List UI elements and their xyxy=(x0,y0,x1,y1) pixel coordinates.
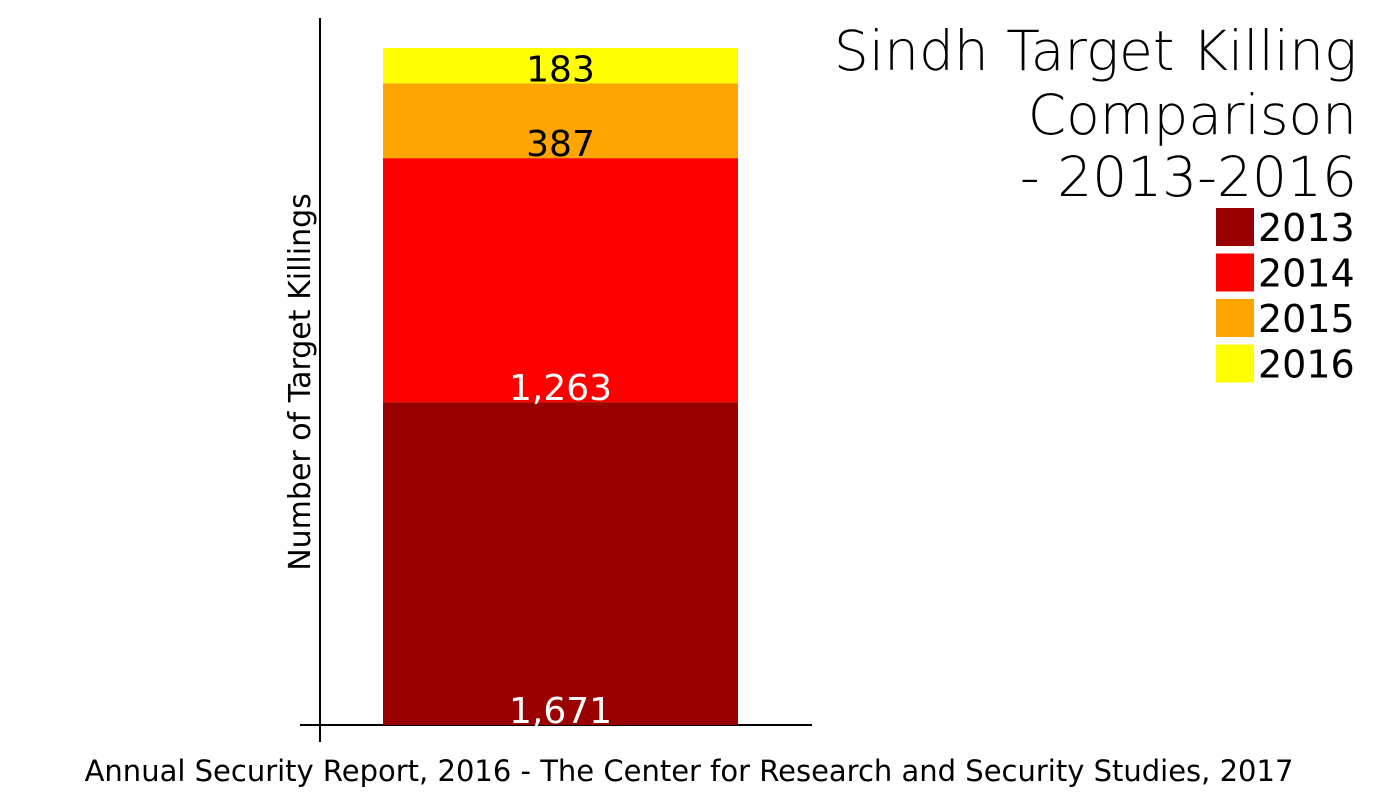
bar-value-labels: 1,671 1,263 387 183 xyxy=(509,49,612,732)
bar-value-label-2015: 387 xyxy=(526,124,595,165)
legend-label-2014: 2014 xyxy=(1258,252,1355,296)
bar-segments xyxy=(383,48,738,725)
bar-value-label-2016: 183 xyxy=(526,49,595,90)
legend-label-2013: 2013 xyxy=(1258,206,1355,250)
bar-segment-2015 xyxy=(383,83,738,159)
legend-label-2015: 2015 xyxy=(1258,297,1355,341)
legend-label-2016: 2016 xyxy=(1258,343,1355,387)
legend-swatch-2014 xyxy=(1216,253,1254,292)
bar-segment-2016 xyxy=(383,48,738,84)
legend-swatch-2016 xyxy=(1216,344,1254,383)
legend-swatch-2015 xyxy=(1216,299,1254,337)
bar-segment-2014 xyxy=(383,158,738,403)
chart-title-line-3: - 2013-2016 xyxy=(1020,145,1357,209)
bar-segment-2013 xyxy=(383,402,738,725)
y-axis-label: Number of Target Killings xyxy=(283,193,318,571)
legend-swatch-2013 xyxy=(1216,208,1254,246)
bar-value-label-2014: 1,263 xyxy=(509,368,612,409)
chart-title-line-2: Comparison xyxy=(1028,83,1357,147)
bar-value-label-2013: 1,671 xyxy=(509,691,612,732)
source-caption: Annual Security Report, 2016 - The Cente… xyxy=(85,754,1294,788)
chart-title-line-1: Sindh Target Killing xyxy=(834,19,1357,83)
